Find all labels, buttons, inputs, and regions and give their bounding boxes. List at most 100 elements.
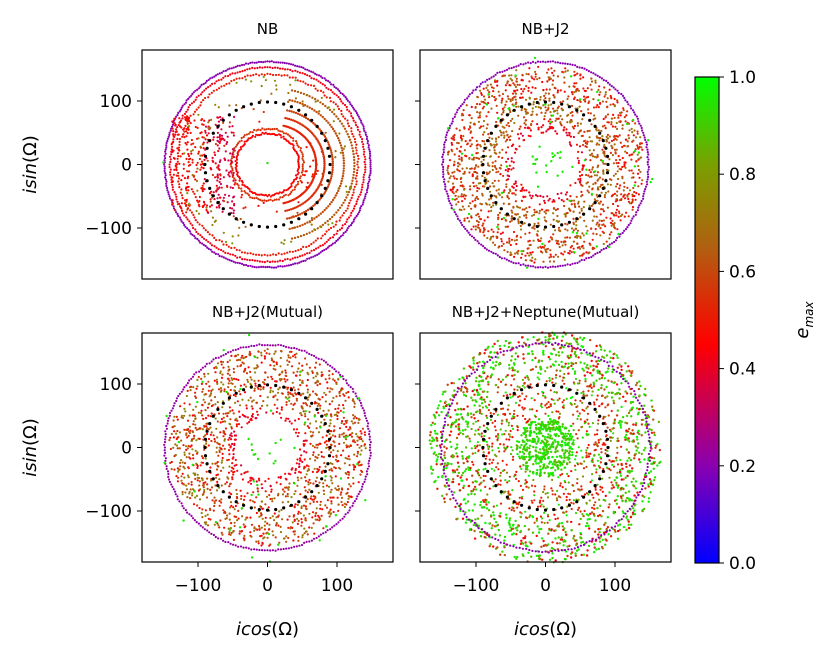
scatter-point bbox=[299, 493, 302, 496]
scatter-point bbox=[183, 177, 187, 180]
scatter-point bbox=[283, 378, 286, 381]
scatter-point bbox=[593, 155, 597, 158]
scatter-point bbox=[646, 163, 650, 166]
scatter-point bbox=[351, 147, 354, 150]
scatter-point bbox=[223, 390, 226, 393]
scatter-point bbox=[185, 216, 188, 219]
scatter-point bbox=[300, 414, 303, 417]
scatter-point bbox=[448, 177, 451, 180]
scatter-point bbox=[266, 66, 269, 69]
scatter-point bbox=[209, 167, 212, 170]
scatter-point bbox=[241, 181, 244, 184]
scatter-point bbox=[506, 225, 509, 228]
scatter-point bbox=[480, 92, 483, 95]
scatter-point bbox=[238, 256, 242, 259]
scatter-point bbox=[368, 152, 372, 155]
scatter-point bbox=[585, 68, 588, 71]
scatter-point bbox=[355, 152, 358, 155]
scatter-point bbox=[296, 183, 300, 186]
scatter-point bbox=[555, 117, 558, 120]
scatter-point bbox=[323, 158, 326, 162]
scatter-point bbox=[220, 498, 223, 501]
scatter-point bbox=[538, 145, 541, 148]
scatter-point bbox=[279, 525, 282, 529]
scatter-point bbox=[342, 125, 345, 128]
scatter-point bbox=[344, 185, 348, 188]
scatter-point bbox=[523, 189, 526, 192]
scatter-point bbox=[472, 156, 476, 159]
scatter-point bbox=[627, 223, 630, 227]
scatter-point bbox=[279, 130, 282, 133]
scatter-point bbox=[568, 252, 571, 255]
scatter-point bbox=[559, 264, 562, 267]
scatter-point bbox=[534, 73, 537, 76]
scatter-point bbox=[471, 136, 474, 139]
scatter-point bbox=[293, 519, 296, 523]
scatter-point bbox=[546, 266, 550, 269]
scatter-point bbox=[213, 245, 216, 248]
scatter-point bbox=[551, 60, 555, 63]
scatter-point bbox=[458, 158, 461, 161]
scatter-point bbox=[352, 152, 355, 156]
scatter-point bbox=[186, 141, 189, 144]
scatter-point bbox=[294, 97, 297, 100]
scatter-point bbox=[335, 211, 338, 214]
scatter-point bbox=[344, 230, 347, 233]
scatter-point bbox=[256, 66, 259, 70]
scatter-point bbox=[367, 146, 370, 149]
scatter-point bbox=[274, 260, 277, 263]
scatter-point bbox=[481, 107, 484, 110]
scatter-point bbox=[601, 100, 605, 103]
scatter-point bbox=[629, 202, 632, 205]
scatter-point bbox=[466, 97, 469, 100]
scatter-point bbox=[461, 200, 464, 203]
scatter-point bbox=[260, 60, 263, 64]
scatter-point bbox=[176, 498, 179, 501]
scatter-point bbox=[300, 505, 303, 508]
scatter-point bbox=[171, 176, 174, 179]
scatter-point bbox=[522, 90, 525, 93]
scatter-point bbox=[191, 92, 194, 96]
scatter-point bbox=[554, 265, 557, 268]
scatter-point bbox=[350, 104, 353, 107]
scatter-point bbox=[346, 193, 349, 196]
scatter-point bbox=[343, 199, 347, 202]
scatter-point bbox=[481, 174, 484, 178]
scatter-point bbox=[339, 519, 342, 522]
scatter-point bbox=[228, 82, 231, 85]
scatter-point bbox=[583, 159, 587, 162]
scatter-point bbox=[232, 371, 236, 374]
scatter-point bbox=[616, 204, 620, 208]
scatter-point bbox=[483, 234, 486, 237]
scatter-point bbox=[620, 92, 623, 96]
resonance-dot bbox=[249, 223, 253, 227]
scatter-point bbox=[306, 252, 309, 255]
scatter-point bbox=[264, 266, 267, 269]
scatter-point bbox=[561, 62, 564, 65]
scatter-point bbox=[176, 133, 180, 136]
scatter-point bbox=[308, 410, 311, 414]
scatter-point bbox=[235, 378, 238, 381]
scatter-point bbox=[310, 216, 313, 220]
scatter-point bbox=[199, 368, 203, 371]
scatter-point bbox=[238, 404, 242, 407]
scatter-point bbox=[225, 142, 228, 146]
scatter-point bbox=[618, 120, 621, 123]
scatter-point bbox=[572, 135, 576, 139]
scatter-point bbox=[362, 409, 366, 412]
scatter-point bbox=[504, 89, 507, 92]
scatter-point bbox=[271, 344, 274, 347]
scatter-point bbox=[601, 159, 604, 163]
scatter-point bbox=[211, 156, 214, 159]
scatter-point bbox=[198, 157, 201, 161]
scatter-point bbox=[349, 103, 352, 106]
scatter-point bbox=[202, 243, 205, 246]
scatter-point bbox=[308, 95, 311, 98]
scatter-point bbox=[501, 92, 505, 96]
scatter-point bbox=[329, 177, 333, 180]
scatter-point bbox=[288, 134, 291, 137]
scatter-point bbox=[349, 224, 353, 227]
scatter-point bbox=[209, 77, 212, 80]
scatter-point bbox=[531, 120, 534, 123]
scatter-point bbox=[223, 84, 226, 87]
